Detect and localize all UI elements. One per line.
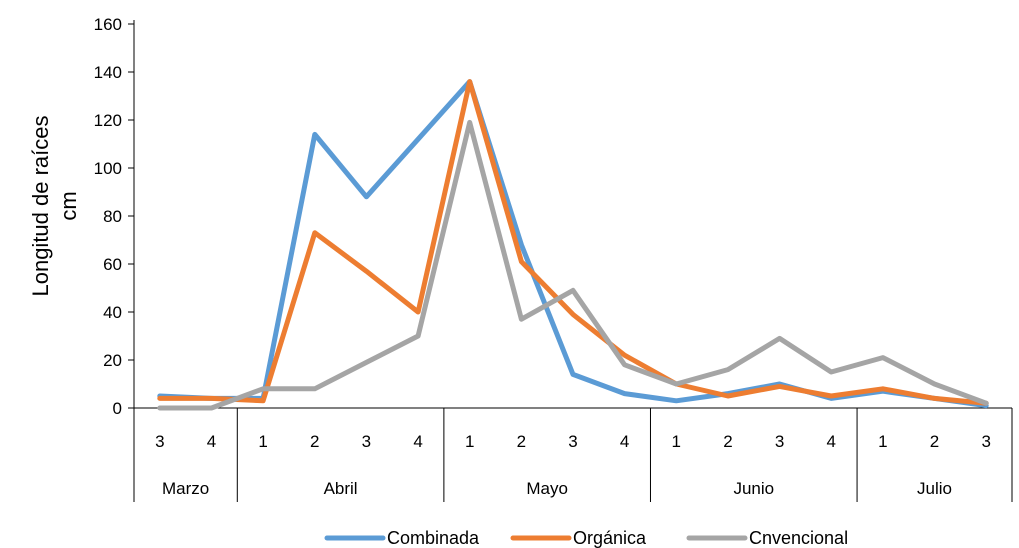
series-line-orgánica [157, 79, 989, 406]
month-label: Mayo [526, 479, 568, 498]
legend-item: Cnvencional [686, 528, 848, 548]
y-axis: 0 20 40 60 80 100 120 140 160 [94, 15, 135, 418]
x-tick-label: 1 [465, 432, 474, 451]
x-tick-label: 3 [981, 432, 990, 451]
y-axis-label: Longitud de raíces cm [28, 115, 81, 296]
x-tick-label: 2 [723, 432, 732, 451]
y-axis-label-line: cm [56, 191, 81, 220]
legend-label: Combinada [387, 528, 480, 548]
x-tick-label: 1 [878, 432, 887, 451]
x-tick-label: 2 [517, 432, 526, 451]
y-tick-label: 160 [94, 15, 122, 34]
x-tick-label: 1 [672, 432, 681, 451]
x-tick-label: 4 [620, 432, 629, 451]
legend-label: Cnvencional [749, 528, 848, 548]
x-tick-label: 3 [775, 432, 784, 451]
month-label: Marzo [162, 479, 209, 498]
y-tick-label: 60 [103, 255, 122, 274]
y-tick-label: 20 [103, 351, 122, 370]
x-tick-label: 3 [568, 432, 577, 451]
x-tick-label: 4 [827, 432, 836, 451]
x-axis: 3 4 1 2 3 4 1 2 3 4 1 2 3 4 1 2 3 Marzo Abril Mayo Junio Juli… [133, 407, 1013, 502]
series-line-cnvencional [157, 119, 989, 411]
legend-item: Orgánica [510, 528, 647, 548]
x-tick-label: 2 [310, 432, 319, 451]
legend-item: Combinada [324, 528, 480, 548]
y-tick-label: 140 [94, 63, 122, 82]
series-line-combinada [157, 79, 989, 409]
legend: Combinada Orgánica Cnvencional [324, 528, 848, 548]
month-label: Julio [917, 479, 952, 498]
x-tick-label: 4 [413, 432, 422, 451]
x-tick-label: 1 [258, 432, 267, 451]
x-tick-label: 4 [207, 432, 216, 451]
x-tick-label: 2 [930, 432, 939, 451]
month-label: Junio [733, 479, 774, 498]
y-tick-label: 100 [94, 159, 122, 178]
series-lines [157, 79, 989, 411]
y-tick-label: 120 [94, 111, 122, 130]
x-tick-label: 3 [362, 432, 371, 451]
legend-label: Orgánica [573, 528, 647, 548]
y-tick-label: 40 [103, 303, 122, 322]
x-tick-label: 3 [155, 432, 164, 451]
y-axis-label-line: Longitud de raíces [28, 115, 53, 296]
y-tick-label: 0 [113, 399, 122, 418]
y-tick-label: 80 [103, 207, 122, 226]
month-label: Abril [324, 479, 358, 498]
